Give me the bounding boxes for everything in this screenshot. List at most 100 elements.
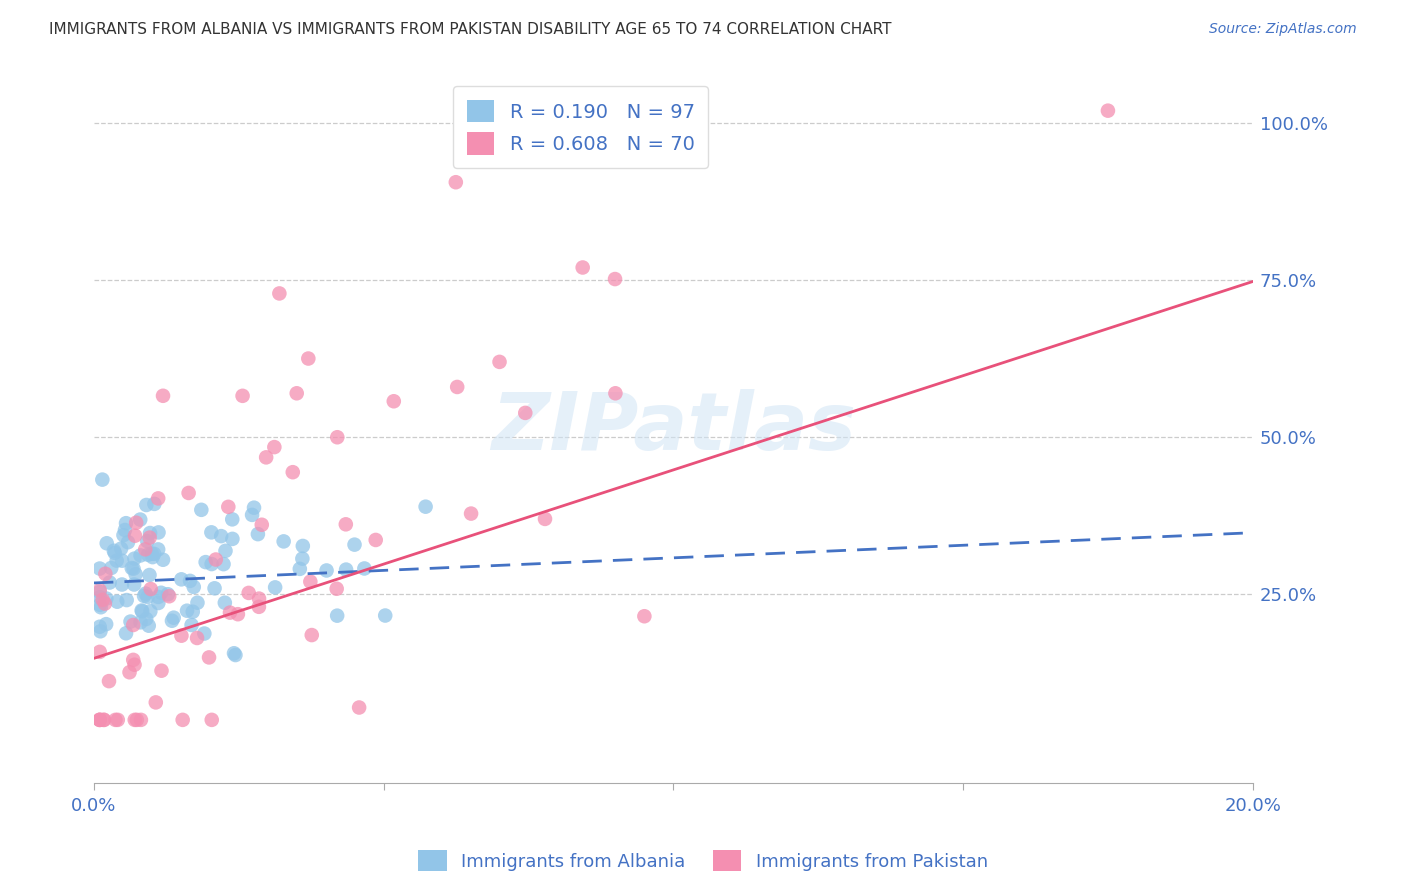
Point — [243, 500, 266, 515]
Point — [633, 609, 655, 624]
Point — [89, 598, 111, 612]
Point — [224, 648, 246, 662]
Point — [115, 626, 138, 640]
Point — [488, 355, 510, 369]
Point — [124, 529, 146, 543]
Point — [347, 700, 370, 714]
Point — [93, 713, 115, 727]
Point — [170, 629, 193, 643]
Point — [247, 599, 270, 614]
Point — [112, 528, 135, 542]
Point — [98, 575, 121, 590]
Point — [190, 503, 212, 517]
Point — [212, 557, 235, 571]
Point — [301, 628, 323, 642]
Point — [124, 657, 146, 672]
Point — [90, 600, 112, 615]
Point — [98, 674, 121, 689]
Point — [129, 713, 152, 727]
Point — [89, 561, 111, 575]
Point — [91, 473, 114, 487]
Point — [89, 585, 111, 599]
Point — [291, 539, 314, 553]
Point — [374, 608, 396, 623]
Point — [96, 591, 118, 606]
Point — [125, 516, 148, 530]
Point — [138, 618, 160, 632]
Point — [124, 567, 146, 582]
Point — [326, 608, 349, 623]
Point — [118, 665, 141, 680]
Point — [201, 557, 224, 571]
Point — [96, 536, 118, 550]
Point — [141, 547, 163, 561]
Point — [515, 406, 537, 420]
Point — [105, 554, 128, 568]
Point — [134, 542, 156, 557]
Point — [288, 562, 311, 576]
Point — [209, 529, 232, 543]
Point — [115, 593, 138, 607]
Point — [105, 595, 128, 609]
Point — [315, 564, 337, 578]
Point — [186, 631, 208, 645]
Point — [335, 517, 357, 532]
Point — [415, 500, 437, 514]
Point — [194, 555, 217, 569]
Text: IMMIGRANTS FROM ALBANIA VS IMMIGRANTS FROM PAKISTAN DISABILITY AGE 65 TO 74 CORR: IMMIGRANTS FROM ALBANIA VS IMMIGRANTS FR… — [49, 22, 891, 37]
Point — [104, 713, 127, 727]
Point — [94, 597, 117, 611]
Point — [214, 596, 236, 610]
Point — [571, 260, 593, 275]
Legend: Immigrants from Albania, Immigrants from Pakistan: Immigrants from Albania, Immigrants from… — [411, 843, 995, 879]
Point — [181, 605, 204, 619]
Point — [193, 626, 215, 640]
Point — [136, 548, 159, 562]
Point — [129, 615, 152, 630]
Point — [335, 563, 357, 577]
Point — [460, 507, 482, 521]
Point — [93, 713, 115, 727]
Point — [114, 523, 136, 537]
Point — [89, 620, 111, 634]
Point — [221, 532, 243, 546]
Point — [89, 591, 111, 605]
Point — [246, 527, 269, 541]
Point — [160, 614, 183, 628]
Point — [240, 508, 263, 522]
Point — [269, 286, 291, 301]
Point — [148, 590, 170, 604]
Point — [111, 554, 134, 568]
Point — [111, 577, 134, 591]
Point — [122, 561, 145, 575]
Point — [204, 552, 226, 566]
Point — [444, 175, 467, 189]
Point — [129, 549, 152, 563]
Point — [221, 512, 243, 526]
Point — [250, 517, 273, 532]
Point — [172, 713, 194, 727]
Point — [226, 607, 249, 622]
Point — [176, 604, 198, 618]
Point — [297, 351, 319, 366]
Point — [603, 272, 626, 286]
Point — [139, 582, 162, 596]
Point — [103, 543, 125, 558]
Point — [89, 583, 111, 598]
Point — [254, 450, 277, 465]
Point — [104, 546, 127, 560]
Point — [183, 580, 205, 594]
Point — [91, 592, 114, 607]
Point — [214, 544, 236, 558]
Point — [136, 534, 159, 549]
Point — [107, 713, 129, 727]
Point — [157, 589, 180, 603]
Point — [353, 561, 375, 575]
Point — [343, 538, 366, 552]
Point — [110, 541, 132, 556]
Point — [534, 512, 557, 526]
Point — [364, 533, 387, 547]
Point — [273, 534, 295, 549]
Point — [122, 653, 145, 667]
Point — [238, 586, 260, 600]
